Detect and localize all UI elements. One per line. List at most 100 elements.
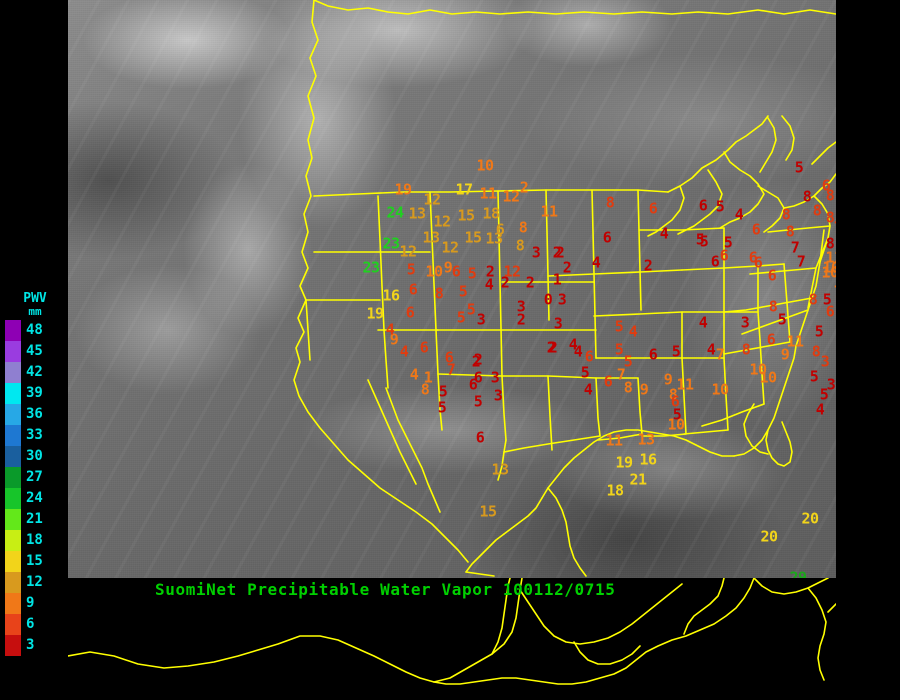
pwv-station-value: 8 xyxy=(434,284,444,303)
pwv-station-value: 9 xyxy=(639,380,649,399)
pwv-station-value: 6 xyxy=(766,330,776,349)
pwv-station-value: 5 xyxy=(580,363,590,382)
pwv-station-value: 6 xyxy=(825,302,835,321)
satellite-image-panel[interactable]: 10 19 12 17 11 12 24 13 12 15 18 23 12 13 12 15 13 9 23 5 10… xyxy=(68,0,836,578)
pwv-station-value: 8 xyxy=(825,186,835,205)
pwv-station-value: 13 xyxy=(637,430,655,449)
pwv-station-value: 6 xyxy=(670,392,680,411)
pwv-station-value: 8 xyxy=(825,208,835,227)
pwv-station-value: 10 xyxy=(749,360,767,379)
pwv-station-value: 12 xyxy=(423,190,441,209)
pwv-station-value: 10 xyxy=(711,380,729,399)
legend-value-label: 30 xyxy=(26,448,43,465)
pwv-station-value: 16 xyxy=(382,286,400,305)
legend-value-label: 24 xyxy=(26,490,43,507)
pwv-station-value: 6 xyxy=(710,252,720,271)
pwv-station-value: 4 xyxy=(409,365,419,384)
pwv-station-value: 4 xyxy=(734,205,744,224)
pwv-station-value: 2 xyxy=(471,352,481,371)
pwv-station-value: 6 xyxy=(405,303,415,322)
pwv-station-value: 9 xyxy=(663,370,673,389)
pwv-station-value: 15 xyxy=(464,228,482,247)
pwv-station-value: 5 xyxy=(794,158,804,177)
legend-value-label: 15 xyxy=(26,553,43,570)
pwv-station-value: 5 xyxy=(723,233,733,252)
pwv-station-value: 3 xyxy=(490,368,500,387)
pwv-station-value: 12 xyxy=(399,242,417,261)
pwv-station-value: 12 xyxy=(502,187,520,206)
pwv-station-value: 12 xyxy=(503,262,521,281)
pwv-station-value: 5 xyxy=(623,352,633,371)
pwv-station-value: 20 xyxy=(760,527,778,546)
pwv-station-value: 6 xyxy=(753,253,763,272)
pwv-station-value: 5 xyxy=(695,230,705,249)
satellite-infrared-raster xyxy=(68,0,836,578)
pwv-station-value: 5 xyxy=(715,197,725,216)
legend-stop: 30 xyxy=(4,445,66,467)
legend-value-label: 48 xyxy=(26,322,43,339)
pwv-station-value: 5 xyxy=(467,264,477,283)
legend-value-label: 21 xyxy=(26,511,43,528)
pwv-station-value: 11 xyxy=(676,375,694,394)
legend-stop: 42 xyxy=(4,361,66,383)
pwv-station-value: 24 xyxy=(386,203,404,222)
pwv-station-value: 2 xyxy=(473,350,483,369)
pwv-station-value: 3 xyxy=(476,310,486,329)
legend-color-swatch xyxy=(4,529,21,551)
legend-stop: 6 xyxy=(4,613,66,635)
legend-stop: 36 xyxy=(4,403,66,425)
legend-color-swatch xyxy=(4,445,21,467)
pwv-station-value: 9 xyxy=(443,258,453,277)
map-boundary-overlay xyxy=(293,0,836,577)
pwv-station-value: 21 xyxy=(629,470,647,489)
cloud-band-texture xyxy=(68,0,836,578)
pwv-station-value: 8 xyxy=(811,342,821,361)
legend-color-swatch xyxy=(4,403,21,425)
pwv-station-value: 4 xyxy=(484,275,494,294)
legend-color-swatch xyxy=(4,487,21,509)
pwv-station-value: 5 xyxy=(406,260,416,279)
legend-stop: 3 xyxy=(4,634,66,656)
pwv-station-value: 10 xyxy=(821,263,836,282)
pwv-station-value: 5 xyxy=(777,310,787,329)
pwv-station-value: 2 xyxy=(643,256,653,275)
legend-stop: 15 xyxy=(4,550,66,572)
pwv-station-value: 11 xyxy=(786,332,804,351)
pwv-station-value: 3 xyxy=(820,352,830,371)
pwv-station-value: 6 xyxy=(648,345,658,364)
pwv-station-value: 7 xyxy=(616,365,626,384)
legend-stop: 48 xyxy=(4,319,66,341)
pwv-station-value: 4 xyxy=(573,342,583,361)
pwv-station-value: 5 xyxy=(699,232,709,251)
pwv-station-value: 3 xyxy=(826,375,836,394)
legend-value-label: 36 xyxy=(26,406,43,423)
pwv-station-value: 10 xyxy=(759,368,777,387)
legend-stop: 39 xyxy=(4,382,66,404)
legend-value-label: 39 xyxy=(26,385,43,402)
pwv-station-value: 6 xyxy=(473,368,483,387)
pwv-station-value: 2 xyxy=(546,338,556,357)
pwv-station-value: 8 xyxy=(668,385,678,404)
pwv-station-value: 6 xyxy=(698,196,708,215)
pwv-station-value: 6 xyxy=(584,347,594,366)
pwv-station-value: 1 xyxy=(423,368,433,387)
pwv-station-value: 5 xyxy=(809,367,819,386)
pwv-station-value: 2 xyxy=(548,338,558,357)
pwv-station-value: 4 xyxy=(659,224,669,243)
pwv-station-value: 11 xyxy=(825,248,836,267)
legend-value-label: 3 xyxy=(26,637,35,654)
pwv-station-value: 2 xyxy=(516,310,526,329)
pwv-station-value: 18 xyxy=(482,204,500,223)
pwv-station-value: 7 xyxy=(796,252,806,271)
pwv-station-value: 4 xyxy=(583,380,593,399)
pwv-station-value: 6 xyxy=(767,266,777,285)
pwv-station-value: 29 xyxy=(789,568,807,578)
legend-stop: 21 xyxy=(4,508,66,530)
pwv-station-value: 6 xyxy=(603,372,613,391)
pwv-station-value: 10 xyxy=(476,156,494,175)
pwv-station-value: 6 xyxy=(468,375,478,394)
pwv-station-value: 8 xyxy=(802,187,812,206)
legend-value-label: 6 xyxy=(26,616,35,633)
legend-color-swatch xyxy=(4,466,21,488)
legend-value-label: 42 xyxy=(26,364,43,381)
